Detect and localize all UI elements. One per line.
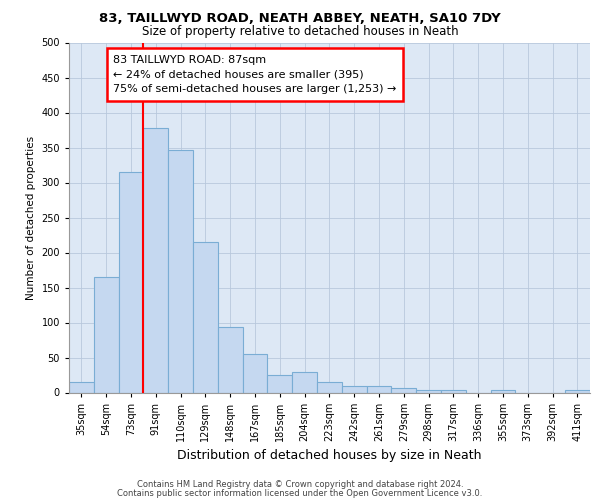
Text: Contains HM Land Registry data © Crown copyright and database right 2024.: Contains HM Land Registry data © Crown c… [137,480,463,489]
Bar [143,128,168,392]
Text: Size of property relative to detached houses in Neath: Size of property relative to detached ho… [142,25,458,38]
Bar [242,354,268,393]
Text: 83, TAILLWYD ROAD, NEATH ABBEY, NEATH, SA10 7DY: 83, TAILLWYD ROAD, NEATH ABBEY, NEATH, S… [99,12,501,25]
Bar [317,382,342,392]
Bar [342,386,367,392]
X-axis label: Distribution of detached houses by size in Neath: Distribution of detached houses by size … [177,449,482,462]
Y-axis label: Number of detached properties: Number of detached properties [26,136,36,300]
Bar [565,390,590,392]
Bar [391,388,416,392]
Bar [268,375,292,392]
Bar [416,390,441,392]
Bar [441,390,466,392]
Bar [119,172,143,392]
Text: Contains public sector information licensed under the Open Government Licence v3: Contains public sector information licen… [118,489,482,498]
Bar [168,150,193,392]
Text: 83 TAILLWYD ROAD: 87sqm
← 24% of detached houses are smaller (395)
75% of semi-d: 83 TAILLWYD ROAD: 87sqm ← 24% of detache… [113,55,397,94]
Bar [218,326,242,392]
Bar [69,382,94,392]
Bar [367,386,391,392]
Bar [292,372,317,392]
Bar [94,277,119,392]
Bar [193,242,218,392]
Bar [491,390,515,392]
